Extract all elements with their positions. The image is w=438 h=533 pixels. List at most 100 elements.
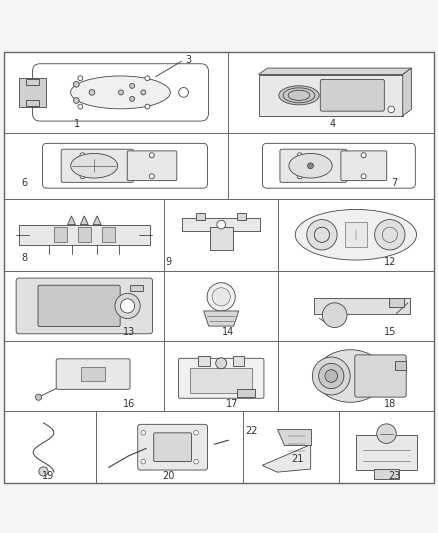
Text: 4: 4 bbox=[330, 119, 336, 129]
Circle shape bbox=[194, 459, 198, 464]
Bar bbox=[26, 79, 39, 85]
Bar bbox=[395, 361, 406, 370]
FancyBboxPatch shape bbox=[16, 278, 152, 334]
FancyBboxPatch shape bbox=[56, 359, 130, 389]
Text: 8: 8 bbox=[21, 253, 27, 263]
Bar bbox=[237, 389, 255, 398]
Circle shape bbox=[194, 431, 198, 435]
Bar bbox=[19, 78, 46, 107]
Text: 17: 17 bbox=[226, 399, 238, 409]
FancyBboxPatch shape bbox=[138, 424, 208, 470]
Bar bbox=[19, 224, 150, 245]
Circle shape bbox=[130, 84, 134, 88]
Bar bbox=[196, 213, 205, 220]
Text: 9: 9 bbox=[166, 257, 172, 267]
Circle shape bbox=[216, 358, 226, 369]
FancyBboxPatch shape bbox=[178, 358, 264, 398]
Circle shape bbox=[361, 174, 366, 179]
Bar bbox=[183, 219, 260, 231]
Circle shape bbox=[89, 90, 95, 95]
Circle shape bbox=[312, 357, 350, 395]
Bar bbox=[258, 75, 403, 116]
Circle shape bbox=[377, 424, 396, 443]
Polygon shape bbox=[80, 216, 88, 224]
Polygon shape bbox=[262, 445, 311, 472]
Text: 21: 21 bbox=[292, 454, 304, 464]
Circle shape bbox=[207, 282, 235, 311]
FancyBboxPatch shape bbox=[61, 149, 134, 182]
Circle shape bbox=[145, 76, 150, 80]
Text: 15: 15 bbox=[384, 327, 396, 337]
Bar bbox=[314, 298, 410, 313]
Ellipse shape bbox=[71, 76, 170, 109]
Circle shape bbox=[145, 104, 150, 109]
Ellipse shape bbox=[289, 154, 332, 178]
FancyBboxPatch shape bbox=[341, 151, 387, 181]
Text: 16: 16 bbox=[123, 399, 135, 409]
Text: 1: 1 bbox=[74, 119, 80, 129]
Text: 23: 23 bbox=[388, 471, 400, 481]
FancyBboxPatch shape bbox=[280, 149, 347, 182]
Bar bbox=[81, 367, 106, 382]
Bar bbox=[102, 227, 115, 243]
Circle shape bbox=[39, 467, 48, 476]
Text: 7: 7 bbox=[391, 178, 397, 188]
Circle shape bbox=[318, 364, 344, 389]
Circle shape bbox=[361, 153, 366, 158]
Circle shape bbox=[179, 87, 188, 97]
Bar bbox=[54, 227, 67, 243]
Bar bbox=[356, 435, 417, 470]
Circle shape bbox=[297, 153, 302, 158]
Circle shape bbox=[388, 106, 395, 112]
Circle shape bbox=[374, 220, 405, 250]
Bar bbox=[26, 100, 39, 106]
Bar bbox=[233, 356, 244, 366]
Text: 6: 6 bbox=[21, 178, 27, 188]
Bar bbox=[78, 227, 91, 243]
Polygon shape bbox=[93, 216, 101, 224]
FancyBboxPatch shape bbox=[355, 355, 406, 397]
Text: 14: 14 bbox=[222, 327, 234, 337]
Circle shape bbox=[141, 431, 145, 435]
Bar bbox=[345, 222, 367, 247]
Polygon shape bbox=[204, 311, 239, 326]
Circle shape bbox=[141, 90, 146, 95]
Bar bbox=[130, 285, 143, 292]
Circle shape bbox=[322, 303, 347, 327]
Ellipse shape bbox=[315, 350, 385, 402]
Circle shape bbox=[130, 96, 134, 101]
FancyBboxPatch shape bbox=[154, 433, 191, 462]
Bar bbox=[191, 368, 252, 393]
FancyBboxPatch shape bbox=[320, 79, 384, 111]
Polygon shape bbox=[277, 429, 311, 445]
Circle shape bbox=[149, 153, 154, 158]
FancyBboxPatch shape bbox=[42, 143, 208, 188]
Bar bbox=[209, 227, 233, 250]
Circle shape bbox=[80, 153, 85, 158]
Circle shape bbox=[297, 174, 302, 179]
Circle shape bbox=[74, 82, 79, 87]
Bar bbox=[198, 356, 210, 366]
FancyBboxPatch shape bbox=[127, 151, 177, 181]
Circle shape bbox=[120, 299, 134, 313]
Polygon shape bbox=[258, 68, 411, 75]
FancyBboxPatch shape bbox=[32, 64, 208, 121]
Circle shape bbox=[78, 104, 83, 109]
Ellipse shape bbox=[295, 209, 417, 260]
Text: 20: 20 bbox=[162, 471, 175, 481]
Text: 13: 13 bbox=[123, 327, 135, 337]
Circle shape bbox=[35, 394, 42, 400]
Text: 12: 12 bbox=[384, 257, 396, 267]
Circle shape bbox=[141, 459, 145, 464]
Ellipse shape bbox=[279, 86, 319, 105]
Bar bbox=[374, 470, 399, 479]
Text: 19: 19 bbox=[42, 471, 54, 481]
Circle shape bbox=[212, 288, 230, 306]
Circle shape bbox=[307, 163, 314, 168]
FancyBboxPatch shape bbox=[262, 143, 415, 188]
Circle shape bbox=[149, 174, 154, 179]
Circle shape bbox=[78, 76, 83, 80]
Bar bbox=[237, 213, 246, 220]
Circle shape bbox=[119, 90, 124, 95]
Text: 18: 18 bbox=[384, 399, 396, 409]
